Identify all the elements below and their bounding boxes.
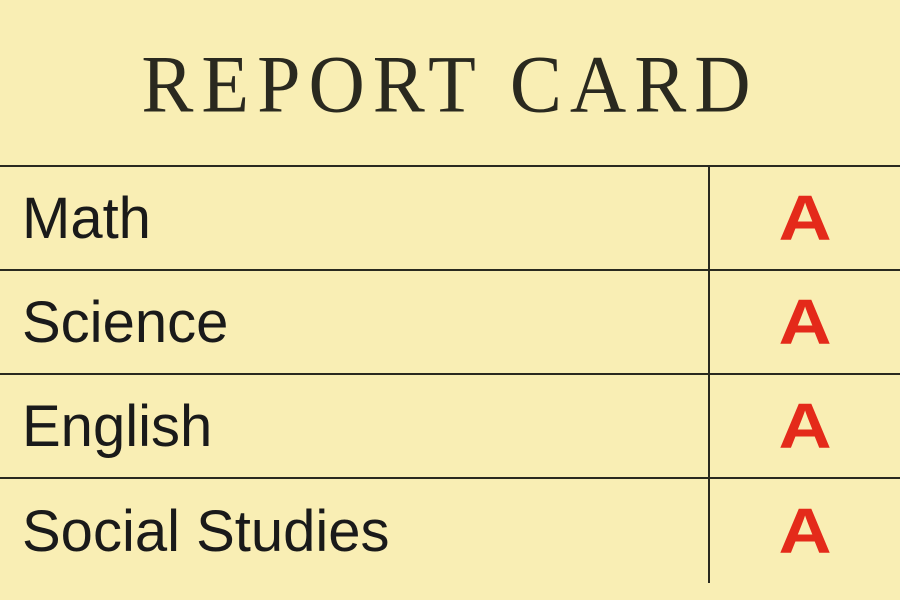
subject-cell: Math: [0, 167, 710, 269]
report-card: REPORT CARD Math A Science A English A S…: [0, 0, 900, 600]
table-row: English A: [0, 375, 900, 479]
grade-cell: A: [710, 167, 900, 269]
subject-cell: Social Studies: [0, 479, 710, 583]
grade-value: A: [778, 494, 831, 568]
table-row: Math A: [0, 167, 900, 271]
grade-value: A: [778, 181, 831, 255]
subject-cell: Science: [0, 271, 710, 373]
card-title: REPORT CARD: [0, 0, 900, 131]
table-row: Science A: [0, 271, 900, 375]
subject-cell: English: [0, 375, 710, 477]
grade-value: A: [778, 389, 831, 463]
grade-cell: A: [710, 479, 900, 583]
grade-value: A: [778, 285, 831, 359]
table-row: Social Studies A: [0, 479, 900, 583]
grade-cell: A: [710, 271, 900, 373]
grades-table: Math A Science A English A Social Studie…: [0, 165, 900, 583]
grade-cell: A: [710, 375, 900, 477]
